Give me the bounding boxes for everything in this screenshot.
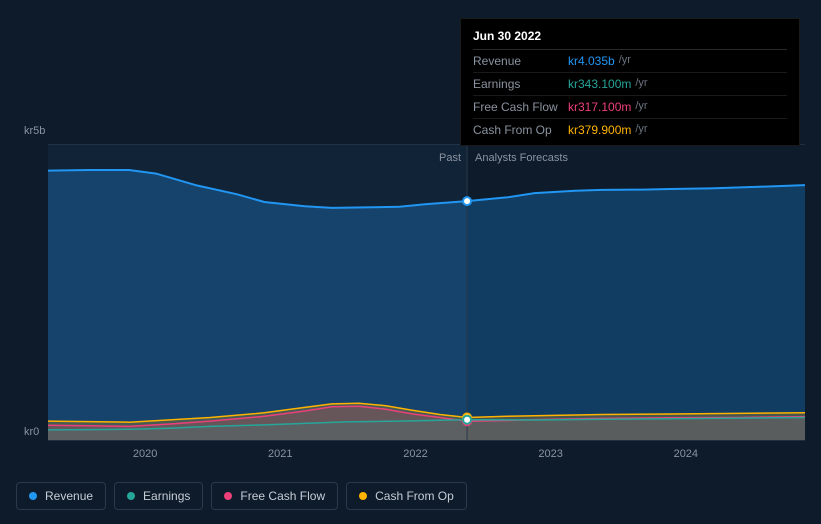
tooltip-row-value: kr317.100m xyxy=(568,100,631,114)
legend-item-earnings[interactable]: Earnings xyxy=(114,482,203,510)
y-axis-min-label: kr0 xyxy=(24,426,39,438)
tooltip-row-unit: /yr xyxy=(619,54,631,68)
x-tick: 2020 xyxy=(133,448,157,460)
chart-svg xyxy=(48,144,805,440)
x-tick: 2023 xyxy=(538,448,562,460)
tooltip-row: Cash From Opkr379.900m/yr xyxy=(473,119,787,141)
tooltip-row-label: Free Cash Flow xyxy=(473,100,568,114)
tooltip-row: Earningskr343.100m/yr xyxy=(473,73,787,96)
chart-legend: Revenue Earnings Free Cash Flow Cash From O… xyxy=(16,482,467,510)
tooltip-row-unit: /yr xyxy=(635,100,647,114)
tooltip-row-value: kr379.900m xyxy=(568,123,631,137)
tooltip-row-value: kr343.100m xyxy=(568,77,631,91)
region-label-past: Past xyxy=(439,152,461,164)
legend-label: Cash From Op xyxy=(375,489,454,503)
legend-label: Free Cash Flow xyxy=(240,489,325,503)
legend-item-revenue[interactable]: Revenue xyxy=(16,482,106,510)
x-tick: 2021 xyxy=(268,448,292,460)
legend-dot-icon xyxy=(29,492,37,500)
chart-tooltip: Jun 30 2022 Revenuekr4.035b/yrEarningskr… xyxy=(460,18,800,146)
tooltip-row-label: Earnings xyxy=(473,77,568,91)
tooltip-date: Jun 30 2022 xyxy=(473,29,787,50)
tooltip-row-label: Cash From Op xyxy=(473,123,568,137)
y-axis-max-label: kr5b xyxy=(24,125,45,137)
x-tick: 2024 xyxy=(674,448,698,460)
tooltip-row-unit: /yr xyxy=(635,123,647,137)
gridline-bottom xyxy=(48,440,805,441)
legend-label: Revenue xyxy=(45,489,93,503)
tooltip-row-label: Revenue xyxy=(473,54,568,68)
legend-dot-icon xyxy=(359,492,367,500)
x-axis: 2020 2021 2022 2023 2024 xyxy=(64,448,805,468)
legend-item-fcf[interactable]: Free Cash Flow xyxy=(211,482,338,510)
chart-plot-area[interactable]: Past Analysts Forecasts xyxy=(48,144,805,440)
tooltip-row-unit: /yr xyxy=(635,77,647,91)
legend-item-cash_from_op[interactable]: Cash From Op xyxy=(346,482,467,510)
legend-dot-icon xyxy=(224,492,232,500)
region-label-forecast: Analysts Forecasts xyxy=(475,152,568,164)
x-tick: 2022 xyxy=(403,448,427,460)
legend-label: Earnings xyxy=(143,489,190,503)
tooltip-row: Revenuekr4.035b/yr xyxy=(473,50,787,73)
tooltip-row-value: kr4.035b xyxy=(568,54,615,68)
tooltip-row: Free Cash Flowkr317.100m/yr xyxy=(473,96,787,119)
legend-dot-icon xyxy=(127,492,135,500)
